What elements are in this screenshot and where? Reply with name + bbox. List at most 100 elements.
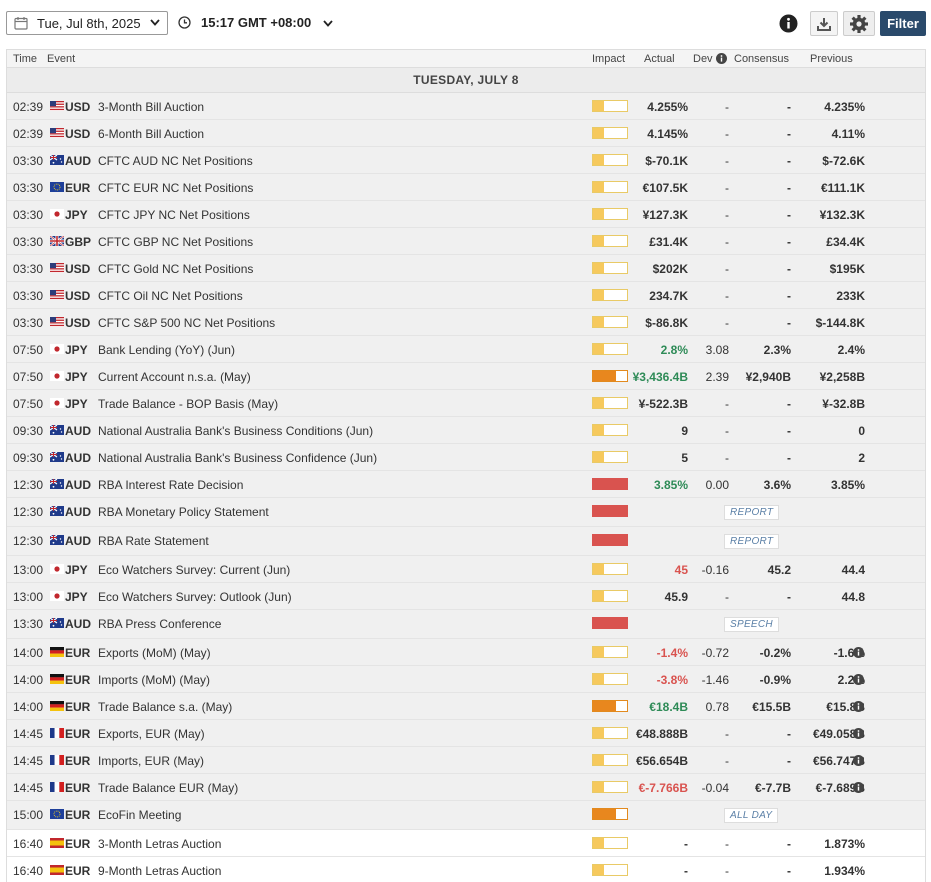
event-name[interactable]: CFTC JPY NC Net Positions xyxy=(98,208,250,222)
filter-button[interactable]: Filter xyxy=(880,11,926,36)
col-dev[interactable]: Dev xyxy=(693,53,713,65)
event-row[interactable]: 14:00 EUR Exports (MoM) (May) -1.4% -0.72 -0.… xyxy=(7,639,925,666)
info-icon[interactable] xyxy=(853,647,864,658)
currency-code: EUR xyxy=(65,837,91,851)
event-row[interactable]: 03:30 USD CFTC Gold NC Net Positions $202K -… xyxy=(7,255,925,282)
event-name[interactable]: Exports, EUR (May) xyxy=(98,727,205,741)
event-type-tag[interactable]: REPORT xyxy=(724,505,780,520)
col-actual[interactable]: Actual xyxy=(644,53,675,65)
event-name[interactable]: RBA Press Conference xyxy=(98,617,222,631)
event-name[interactable]: RBA Monetary Policy Statement xyxy=(98,505,269,519)
event-name[interactable]: Trade Balance s.a. (May) xyxy=(98,700,233,714)
event-row[interactable]: 16:40 EUR 9-Month Letras Auction - - - 1.934% xyxy=(7,857,925,882)
event-name[interactable]: Eco Watchers Survey: Outlook (Jun) xyxy=(98,590,292,604)
currency-code: USD xyxy=(65,262,91,276)
event-row[interactable]: 14:00 EUR Imports (MoM) (May) -3.8% -1.46 -0.… xyxy=(7,666,925,693)
col-consensus[interactable]: Consensus xyxy=(734,53,790,65)
previous-value: $-72.6K xyxy=(822,154,865,168)
event-row[interactable]: 12:30 AUD RBA Monetary Policy Statement REP… xyxy=(7,498,925,527)
event-row[interactable]: 14:45 EUR Imports, EUR (May) €56.654B - - €56.… xyxy=(7,747,925,774)
info-icon[interactable] xyxy=(853,782,864,793)
event-row[interactable]: 13:00 JPY Eco Watchers Survey: Current (Ju… xyxy=(7,556,925,583)
event-type-tag[interactable]: REPORT xyxy=(724,534,780,549)
event-name[interactable]: CFTC S&P 500 NC Net Positions xyxy=(98,316,276,330)
event-row[interactable]: 03:30 AUD CFTC AUD NC Net Positions $-70.1K… xyxy=(7,147,925,174)
event-name[interactable]: 6-Month Bill Auction xyxy=(98,127,205,141)
event-row[interactable]: 03:30 USD CFTC S&P 500 NC Net Positions $-8… xyxy=(7,309,925,336)
event-row[interactable]: 12:30 AUD RBA Interest Rate Decision 3.85% 0… xyxy=(7,471,925,498)
event-time: 14:45 xyxy=(13,727,44,741)
event-row[interactable]: 14:45 EUR Trade Balance EUR (May) €-7.766B -… xyxy=(7,774,925,801)
download-button[interactable] xyxy=(810,11,838,36)
event-name[interactable]: CFTC EUR NC Net Positions xyxy=(98,181,254,195)
event-row[interactable]: 14:45 EUR Exports, EUR (May) €48.888B - - €49.… xyxy=(7,720,925,747)
event-name[interactable]: CFTC GBP NC Net Positions xyxy=(98,235,254,249)
event-row[interactable]: 03:30 USD CFTC Oil NC Net Positions 234.7K -… xyxy=(7,282,925,309)
deviation-value: - xyxy=(725,451,729,465)
event-row[interactable]: 13:00 JPY Eco Watchers Survey: Outlook (Ju… xyxy=(7,583,925,610)
info-icon[interactable] xyxy=(716,53,727,64)
event-name[interactable]: Eco Watchers Survey: Current (Jun) xyxy=(98,563,291,577)
impact-level-fill xyxy=(593,371,616,381)
event-name[interactable]: Exports (MoM) (May) xyxy=(98,646,211,660)
event-name[interactable]: 3-Month Bill Auction xyxy=(98,100,205,114)
event-row[interactable]: 12:30 AUD RBA Rate Statement REPORT xyxy=(7,527,925,556)
impact-indicator xyxy=(592,617,628,629)
actual-value: $202K xyxy=(652,262,688,276)
info-icon[interactable] xyxy=(853,701,864,712)
date-picker[interactable]: Tue, Jul 8th, 2025 xyxy=(6,11,168,35)
info-button[interactable] xyxy=(777,11,799,36)
event-name[interactable]: Imports, EUR (May) xyxy=(98,754,205,768)
event-name[interactable]: 9-Month Letras Auction xyxy=(98,864,222,878)
event-name[interactable]: Trade Balance EUR (May) xyxy=(98,781,239,795)
event-name[interactable]: National Australia Bank's Business Confi… xyxy=(98,451,378,465)
event-name[interactable]: CFTC AUD NC Net Positions xyxy=(98,154,253,168)
event-row[interactable]: 03:30 GBP CFTC GBP NC Net Positions £31.4K -… xyxy=(7,228,925,255)
chevron-down-icon[interactable] xyxy=(322,17,334,29)
event-row[interactable]: 09:30 AUD National Australia Bank's Busine… xyxy=(7,444,925,471)
deviation-value: - xyxy=(725,289,729,303)
event-name[interactable]: CFTC Oil NC Net Positions xyxy=(98,289,243,303)
actual-value: - xyxy=(684,864,688,878)
event-row[interactable]: 02:39 USD 6-Month Bill Auction 4.145% - - 4.11… xyxy=(7,120,925,147)
event-time: 16:40 xyxy=(13,837,44,851)
event-row[interactable]: 16:40 EUR 3-Month Letras Auction - - - 1.873% xyxy=(7,830,925,857)
event-row[interactable]: 09:30 AUD National Australia Bank's Busine… xyxy=(7,417,925,444)
col-event[interactable]: Event xyxy=(47,53,76,65)
event-name[interactable]: CFTC Gold NC Net Positions xyxy=(98,262,254,276)
event-name[interactable]: Imports (MoM) (May) xyxy=(98,673,210,687)
event-row[interactable]: 07:50 JPY Current Account n.s.a. (May) ¥3,4… xyxy=(7,363,925,390)
info-icon[interactable] xyxy=(853,728,864,739)
currency-code: JPY xyxy=(65,208,88,222)
event-name[interactable]: National Australia Bank's Business Condi… xyxy=(98,424,374,438)
impact-level-fill xyxy=(593,647,604,657)
event-name[interactable]: Bank Lending (YoY) (Jun) xyxy=(98,343,235,357)
event-name[interactable]: EcoFin Meeting xyxy=(98,808,182,822)
col-previous[interactable]: Previous xyxy=(810,53,853,65)
event-name[interactable]: RBA Interest Rate Decision xyxy=(98,478,244,492)
settings-button[interactable] xyxy=(843,11,875,36)
event-row[interactable]: 02:39 USD 3-Month Bill Auction 4.255% - - 4.23… xyxy=(7,93,925,120)
event-type-tag[interactable]: ALL DAY xyxy=(724,808,779,823)
event-name[interactable]: 3-Month Letras Auction xyxy=(98,837,222,851)
event-row[interactable]: 03:30 JPY CFTC JPY NC Net Positions ¥127.3K… xyxy=(7,201,925,228)
currency-code: AUD xyxy=(65,154,91,168)
event-row[interactable]: 07:50 JPY Trade Balance - BOP Basis (May) ¥… xyxy=(7,390,925,417)
info-icon[interactable] xyxy=(853,674,864,685)
event-name[interactable]: Current Account n.s.a. (May) xyxy=(98,370,251,384)
event-row[interactable]: 15:00 EUR EcoFin Meeting ALL DAY xyxy=(7,801,925,830)
event-row[interactable]: 13:30 AUD RBA Press Conference SPEECH xyxy=(7,610,925,639)
event-row[interactable]: 14:00 EUR Trade Balance s.a. (May) €18.4B 0.… xyxy=(7,693,925,720)
consensus-value: - xyxy=(787,154,791,168)
impact-indicator xyxy=(592,781,628,793)
event-type-tag[interactable]: SPEECH xyxy=(724,617,779,632)
event-row[interactable]: 07:50 JPY Bank Lending (YoY) (Jun) 2.8% 3.08… xyxy=(7,336,925,363)
info-icon[interactable] xyxy=(853,755,864,766)
event-name[interactable]: Trade Balance - BOP Basis (May) xyxy=(98,397,279,411)
col-time[interactable]: Time xyxy=(13,53,38,65)
col-impact[interactable]: Impact xyxy=(592,53,626,65)
event-row[interactable]: 03:30 EUR CFTC EUR NC Net Positions €107.5K… xyxy=(7,174,925,201)
us-flag-icon xyxy=(50,128,64,138)
event-name[interactable]: RBA Rate Statement xyxy=(98,534,209,548)
timezone-selector[interactable]: 15:17 GMT +08:00 xyxy=(201,15,312,30)
